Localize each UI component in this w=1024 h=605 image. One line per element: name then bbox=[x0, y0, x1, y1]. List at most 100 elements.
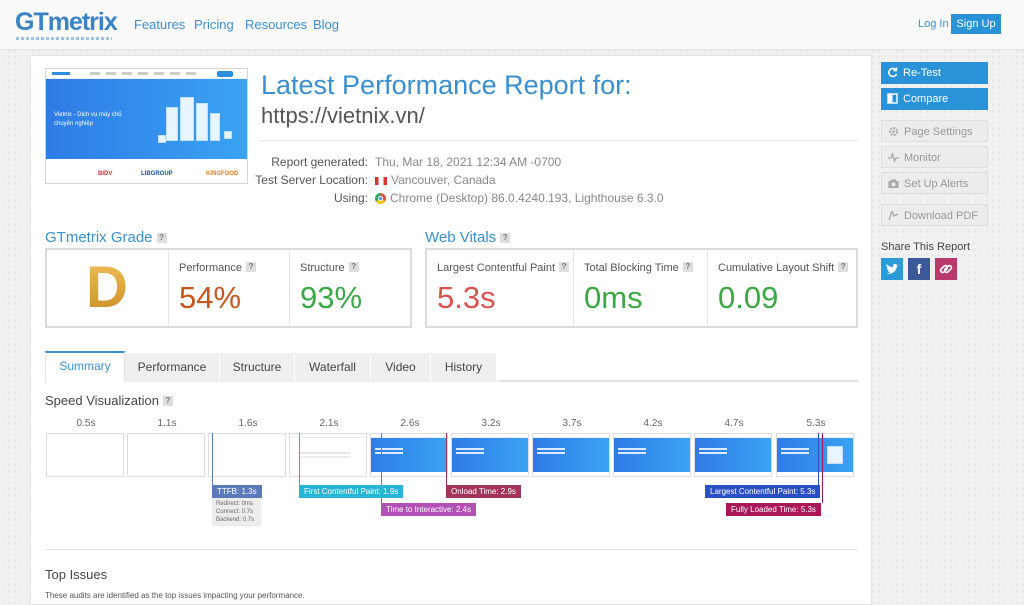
report-title: Latest Performance Report for: bbox=[261, 70, 632, 100]
filmstrip-frame[interactable] bbox=[127, 433, 205, 477]
fcp-marker[interactable]: First Contentful Paint: 1.9s bbox=[299, 485, 404, 498]
monitor-button[interactable]: Monitor bbox=[881, 146, 988, 168]
tti-marker[interactable]: Time to Interactive: 2.4s bbox=[381, 503, 477, 516]
top-issues-description: These audits are identified as the top i… bbox=[45, 591, 305, 600]
speed-title-text: Speed Visualization bbox=[45, 393, 159, 408]
filmstrip-frame[interactable] bbox=[370, 433, 448, 477]
tab-performance[interactable]: Performance bbox=[125, 353, 220, 382]
web-vitals-box: Largest Contentful Paint? 5.3s Total Blo… bbox=[425, 248, 858, 328]
help-icon[interactable]: ? bbox=[162, 396, 173, 406]
fcp-marker-line bbox=[299, 433, 300, 485]
time-label: 4.7s bbox=[724, 418, 744, 429]
tab-history[interactable]: History bbox=[431, 353, 497, 382]
filmstrip-frame[interactable] bbox=[451, 433, 529, 477]
performance-label-text: Performance bbox=[179, 262, 242, 274]
page-settings-label: Page Settings bbox=[904, 126, 973, 138]
filmstrip-frame[interactable] bbox=[46, 433, 124, 477]
meta-label-generated: Report generated: bbox=[271, 155, 368, 169]
cls-label: Cumulative Layout Shift? bbox=[718, 262, 849, 274]
help-icon[interactable]: ? bbox=[348, 262, 359, 272]
thumb-hero: Vietnix - Dịch vụ máy chủ chuyên nghiệp bbox=[46, 79, 247, 159]
tab-structure[interactable]: Structure bbox=[220, 353, 295, 382]
compare-icon bbox=[887, 93, 898, 104]
tab-video[interactable]: Video bbox=[371, 353, 431, 382]
report-url[interactable]: https://vietnix.vn/ bbox=[261, 103, 425, 128]
pdf-icon bbox=[888, 210, 899, 221]
location-text: Vancouver, Canada bbox=[391, 173, 496, 187]
meta-value-location: Vancouver, Canada bbox=[375, 173, 496, 187]
thumb-logo-libgroup: LIBGROUP bbox=[141, 171, 173, 177]
structure-cell: Structure? 93% bbox=[289, 250, 410, 326]
lcp-marker-line bbox=[818, 433, 819, 485]
meta-label-location: Test Server Location: bbox=[255, 173, 368, 187]
nav-link-pricing[interactable]: Pricing bbox=[194, 17, 234, 32]
connect-time: Connect: 0.7s bbox=[216, 509, 254, 515]
gear-icon bbox=[889, 127, 898, 136]
cls-label-text: Cumulative Layout Shift bbox=[718, 262, 835, 274]
login-link[interactable]: Log In bbox=[918, 18, 949, 30]
facebook-icon[interactable]: f bbox=[908, 258, 930, 280]
logo-underline bbox=[16, 37, 112, 40]
nav-link-blog[interactable]: Blog bbox=[313, 17, 340, 32]
tab-waterfall[interactable]: Waterfall bbox=[295, 353, 371, 382]
ttfb-detail: Redirect: 0ms Connect: 0.7s Backend: 0.7… bbox=[212, 498, 261, 526]
time-label: 5.3s bbox=[806, 418, 826, 429]
nav-link-features[interactable]: Features bbox=[134, 17, 186, 32]
filmstrip-frame[interactable] bbox=[613, 433, 691, 477]
help-icon[interactable]: ? bbox=[559, 262, 570, 272]
filmstrip-frame[interactable] bbox=[532, 433, 610, 477]
report-tabs: Summary Performance Structure Waterfall … bbox=[45, 351, 858, 382]
fully-loaded-marker[interactable]: Fully Loaded Time: 5.3s bbox=[726, 503, 821, 516]
nav-link-resources[interactable]: Resources bbox=[245, 17, 308, 32]
download-pdf-button[interactable]: Download PDF bbox=[881, 204, 988, 226]
help-icon[interactable]: ? bbox=[156, 233, 167, 243]
tab-summary[interactable]: Summary bbox=[45, 351, 125, 382]
thumb-cta bbox=[217, 71, 233, 77]
ttfb-marker-line bbox=[212, 433, 213, 485]
lcp-marker[interactable]: Largest Contentful Paint: 5.3s bbox=[705, 485, 821, 498]
help-icon[interactable]: ? bbox=[838, 262, 849, 272]
performance-value: 54% bbox=[179, 280, 242, 315]
help-icon[interactable]: ? bbox=[500, 233, 511, 243]
set-up-alerts-button[interactable]: Set Up Alerts bbox=[881, 172, 988, 194]
page-settings-button[interactable]: Page Settings bbox=[881, 120, 988, 142]
time-label: 1.6s bbox=[238, 418, 258, 429]
backend-time: Backend: 0.7s bbox=[216, 517, 255, 523]
twitter-icon[interactable] bbox=[881, 258, 903, 280]
link-icon[interactable] bbox=[935, 258, 957, 280]
time-label: 2.6s bbox=[400, 418, 420, 429]
signup-button[interactable]: Sign Up bbox=[951, 14, 1001, 34]
grade-letter-text: D bbox=[86, 255, 128, 320]
tbt-label: Total Blocking Time? bbox=[584, 262, 693, 274]
thumb-hero-text: Vietnix - Dịch vụ máy chủ chuyên nghiệp bbox=[54, 112, 122, 127]
top-navigation: GTmetrix Features Pricing Resources Blog… bbox=[0, 0, 1024, 50]
filmstrip-frame[interactable] bbox=[208, 433, 286, 477]
filmstrip-frame[interactable] bbox=[776, 433, 854, 477]
time-label: 2.1s bbox=[319, 418, 339, 429]
compare-button[interactable]: Compare bbox=[881, 88, 988, 110]
time-label: 4.2s bbox=[643, 418, 663, 429]
ttfb-marker[interactable]: TTFB: 1.3s bbox=[212, 485, 262, 498]
thumb-partner-logos: BIDV LIBGROUP KINGFOOD bbox=[46, 165, 247, 183]
lcp-label: Largest Contentful Paint? bbox=[437, 262, 570, 274]
filmstrip-frame[interactable] bbox=[289, 433, 367, 477]
monitor-label: Monitor bbox=[904, 152, 941, 164]
refresh-icon bbox=[888, 67, 898, 78]
retest-button[interactable]: Re-Test bbox=[881, 62, 988, 84]
retest-label: Re-Test bbox=[903, 67, 941, 79]
fully-loaded-marker-line bbox=[822, 433, 823, 503]
thumb-navbar bbox=[46, 69, 247, 79]
help-icon[interactable]: ? bbox=[682, 262, 693, 272]
time-label: 1.1s bbox=[157, 418, 177, 429]
help-icon[interactable]: ? bbox=[245, 262, 256, 272]
tti-marker-line bbox=[381, 433, 382, 503]
camera-alert-icon bbox=[888, 179, 899, 188]
structure-label-text: Structure bbox=[300, 262, 345, 274]
download-pdf-label: Download PDF bbox=[904, 210, 978, 222]
onload-marker-line bbox=[446, 433, 447, 485]
onload-marker[interactable]: Onload Time: 2.9s bbox=[446, 485, 521, 498]
grade-letter: D bbox=[47, 250, 167, 326]
meta-value-generated: Thu, Mar 18, 2021 12:34 AM -0700 bbox=[375, 155, 562, 169]
filmstrip-frame[interactable] bbox=[694, 433, 772, 477]
gtmetrix-logo[interactable]: GTmetrix bbox=[15, 8, 118, 37]
